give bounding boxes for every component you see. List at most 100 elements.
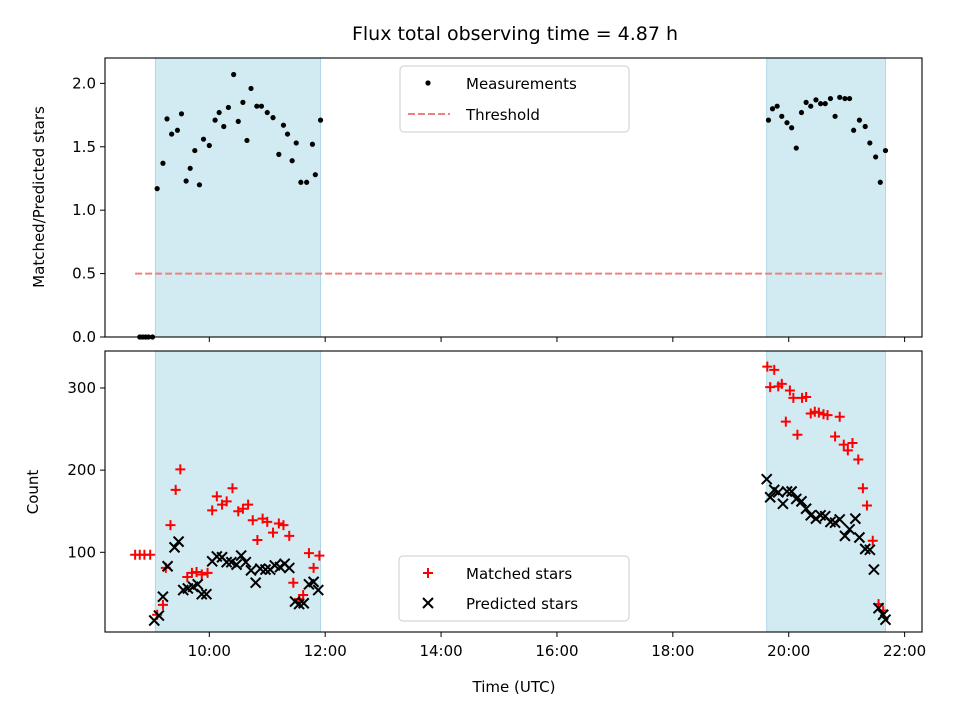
predicted-star-point: [196, 588, 208, 600]
measurement-point: [827, 95, 834, 102]
y-tick-label: 100: [67, 543, 96, 561]
measurement-point: [206, 142, 212, 149]
legend-predicted-label: Predicted stars: [466, 595, 578, 613]
x-tick-label: 20:00: [767, 642, 810, 660]
measurement-point: [192, 147, 198, 154]
matched-star-point: [801, 392, 812, 403]
matched-star-point: [813, 407, 824, 418]
matched-star-point: [278, 520, 289, 531]
measurement-point: [235, 118, 241, 125]
measurement-point: [765, 117, 772, 123]
matched-star-point: [838, 439, 849, 450]
measurement-point: [276, 151, 282, 157]
x-tick-label: 18:00: [651, 642, 694, 660]
y-tick-label: 0.5: [72, 265, 96, 283]
x-tick-label: 22:00: [883, 642, 926, 660]
matched-star-point: [243, 499, 254, 510]
predicted-star-point: [249, 576, 262, 589]
measurement-point: [264, 109, 270, 116]
measurement-point: [832, 113, 838, 119]
top-panel: 0.0 0.5 1.0 1.5 2.0 Measurements Threshold: [72, 57, 923, 346]
measurement-point: [317, 117, 324, 123]
bottom-legend-box: [398, 555, 630, 622]
matched-star-point: [853, 454, 864, 465]
measurement-point: [174, 127, 181, 133]
measurement-point: [183, 178, 189, 184]
predicted-star-point: [153, 609, 165, 622]
predicted-star-point: [240, 556, 252, 568]
measurement-point: [779, 113, 785, 119]
matched-star-point: [273, 518, 284, 529]
measurement-point: [842, 95, 848, 102]
predicted-star-point: [872, 602, 885, 614]
predicted-star-point: [853, 531, 866, 544]
measurement-point: [258, 103, 265, 109]
measurement-point: [164, 116, 170, 122]
observing-interval-shade: [766, 351, 886, 632]
predicted-star-point: [795, 495, 808, 508]
matched-star-point: [842, 445, 853, 456]
predicted-star-point: [849, 512, 862, 525]
matched-star-point: [830, 431, 841, 442]
matched-star-point: [227, 483, 238, 494]
measurement-point: [221, 123, 227, 130]
measurement-point: [808, 103, 814, 109]
predicted-star-point: [157, 590, 169, 603]
measurement-point: [240, 99, 246, 105]
matched-star-point: [145, 549, 156, 560]
measurement-point: [248, 85, 254, 92]
predicted-star-point: [259, 563, 272, 576]
observing-interval-shade: [766, 58, 886, 337]
measurement-point: [789, 125, 795, 131]
matched-star-point: [847, 438, 858, 449]
y-tick-label: 1.0: [72, 201, 96, 219]
measurement-point: [212, 117, 218, 123]
predicted-star-point: [220, 556, 233, 568]
measurement-point: [160, 160, 166, 166]
measurement-point: [280, 122, 287, 128]
measurement-point: [309, 141, 316, 147]
x-tick-label: 14:00: [419, 642, 462, 660]
measurement-point: [856, 117, 863, 123]
legend-predicted-marker: [422, 597, 434, 609]
matched-star-point: [268, 527, 279, 538]
matched-star-point: [191, 567, 202, 578]
x-axis-label: Time (UTC): [472, 678, 556, 696]
matched-star-point: [780, 416, 791, 427]
measurement-point: [293, 140, 299, 146]
measurement-point: [851, 127, 857, 133]
matched-star-point: [175, 464, 186, 475]
matched-star-point: [762, 361, 773, 372]
x-tick-label: 10:00: [188, 642, 231, 660]
predicted-star-point: [245, 564, 257, 577]
predicted-star-point: [777, 498, 789, 510]
measurement-point: [882, 147, 889, 154]
measurement-point: [254, 103, 260, 109]
matched-star-point: [303, 548, 314, 559]
legend-matched-marker: [423, 568, 433, 578]
measurement-point: [284, 131, 291, 137]
matched-star-point: [211, 491, 222, 502]
measurement-point: [774, 103, 780, 109]
matched-star-point: [776, 378, 787, 389]
measurement-point: [216, 109, 222, 116]
measurement-point: [846, 95, 853, 102]
measurement-point: [169, 131, 175, 137]
matched-star-point: [788, 392, 799, 403]
measurement-point: [225, 104, 232, 111]
matched-star-point: [861, 500, 872, 511]
matched-star-point: [247, 515, 258, 526]
bottom-y-axis-label: Count: [24, 470, 42, 515]
legend-measurements-marker: [425, 80, 431, 86]
y-tick-label: 300: [67, 379, 96, 397]
predicted-star-point: [192, 578, 204, 591]
measurement-point: [867, 140, 873, 146]
measurement-point: [769, 106, 776, 112]
predicted-star-point: [312, 584, 324, 596]
x-tick-label: 12:00: [304, 642, 347, 660]
predicted-star-point: [172, 535, 185, 548]
predicted-star-point: [843, 523, 856, 536]
measurement-point: [187, 165, 193, 171]
measurement-point: [304, 179, 310, 185]
